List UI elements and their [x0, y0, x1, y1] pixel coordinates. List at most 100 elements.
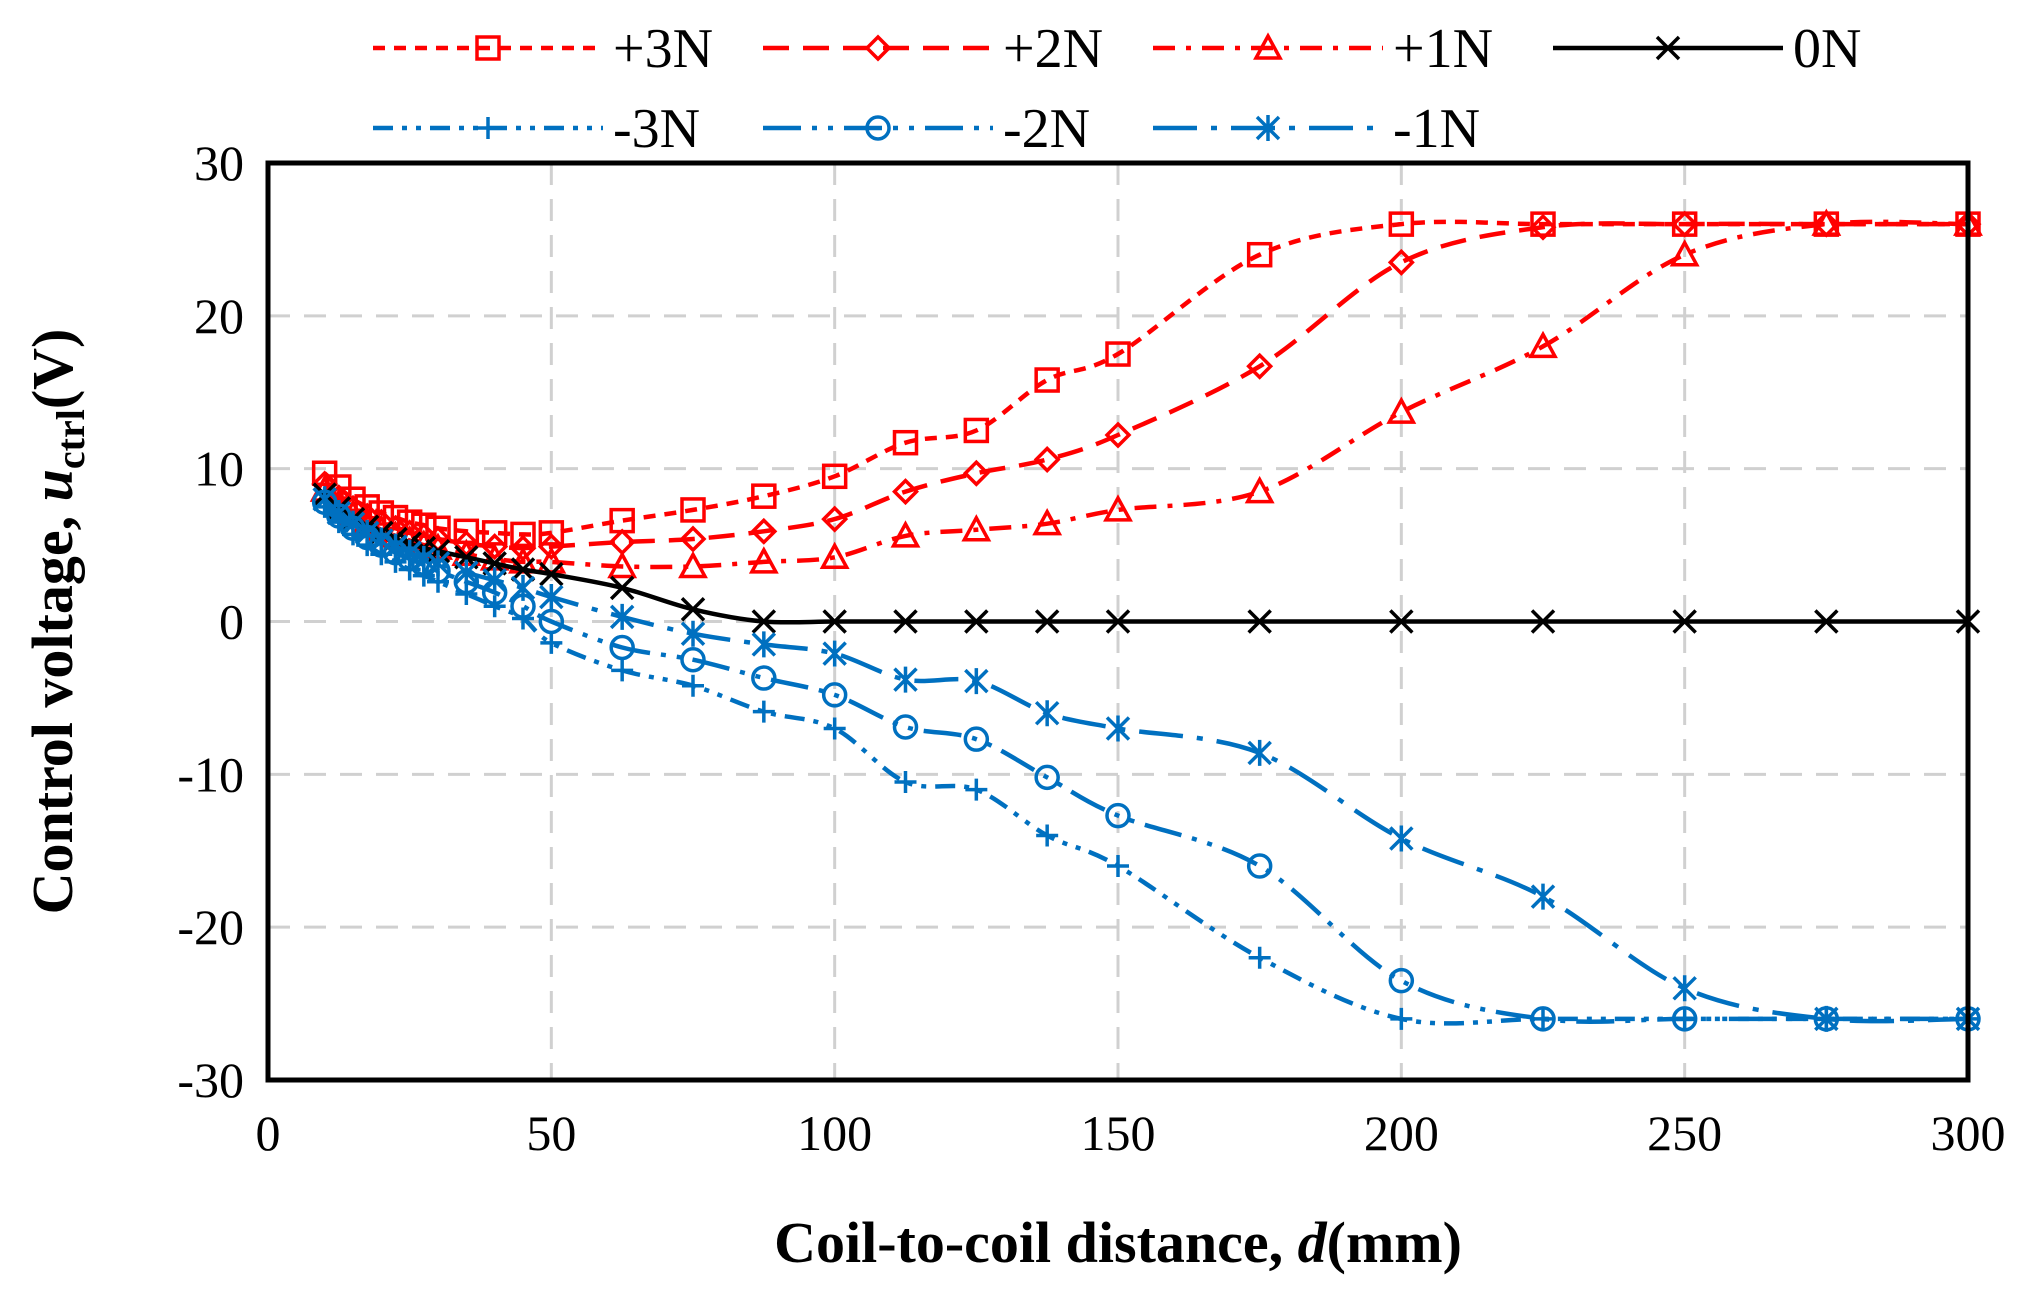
data-point: [892, 478, 919, 506]
x-tick-label: 50: [526, 1105, 576, 1161]
legend-label: +2N: [1003, 18, 1103, 80]
series-line: [323, 500, 1968, 1024]
series-minus1n: [312, 486, 1981, 1032]
data-point: [1669, 239, 1700, 267]
data-point: [397, 539, 422, 566]
data-point: [1529, 213, 1557, 241]
legend-label: +3N: [613, 18, 713, 80]
data-point: [1247, 609, 1272, 634]
data-point: [481, 533, 509, 561]
series-line: [323, 219, 1968, 537]
data-point: [752, 700, 775, 723]
data-point: [1103, 494, 1133, 522]
x-tick-label: 150: [1081, 1105, 1156, 1161]
data-point: [609, 575, 635, 601]
data-point: [354, 519, 380, 546]
plot-frame: [265, 160, 1971, 1083]
data-point: [962, 459, 990, 487]
data-point: [454, 559, 479, 586]
data-point: [1105, 715, 1131, 742]
data-point: [1528, 330, 1558, 359]
data-point: [751, 631, 777, 658]
data-point: [1034, 367, 1060, 393]
data-point: [680, 597, 706, 622]
data-point: [964, 668, 989, 695]
data-point: [821, 682, 848, 708]
legend-marker: [1655, 35, 1681, 61]
data-point: [539, 584, 564, 611]
legend-label: 0N: [1793, 18, 1861, 80]
data-point: [682, 674, 704, 697]
y-tick-label: -10: [177, 746, 244, 802]
data-point: [1105, 802, 1131, 829]
data-point: [509, 534, 537, 562]
y-axis-title: Control voltage, uctrl(V): [20, 329, 93, 915]
data-point: [1530, 1006, 1556, 1032]
data-point: [411, 545, 437, 572]
series-line: [323, 505, 1968, 1026]
legend-item: -3N: [373, 98, 700, 160]
x-axis-title: Coil-to-coil distance, d(mm): [774, 1210, 1462, 1275]
legend-item: +2N: [763, 18, 1103, 80]
data-point: [1530, 211, 1556, 237]
legend-marker: [864, 34, 892, 62]
data-point: [890, 520, 921, 548]
data-point: [893, 609, 918, 634]
data-point: [1390, 1007, 1413, 1030]
x-tick-label: 300: [1931, 1105, 2006, 1161]
data-point: [510, 521, 536, 548]
data-point: [539, 561, 564, 587]
data-point: [1247, 739, 1272, 766]
legend-marker: [865, 115, 891, 141]
legend-item: +1N: [1153, 18, 1493, 80]
data-point: [1389, 825, 1414, 852]
data-point: [1244, 475, 1275, 504]
data-point: [1034, 764, 1060, 791]
data-point: [611, 659, 634, 682]
series-line: [323, 219, 1969, 570]
x-tick-label: 0: [256, 1105, 281, 1161]
data-point: [894, 770, 917, 793]
data-point: [538, 520, 565, 546]
data-point: [680, 497, 706, 523]
data-point: [1814, 609, 1839, 634]
legend: +3N +2N +1N 0N -3N -2N -1N: [373, 18, 1861, 160]
data-point: [607, 550, 638, 579]
data-point: [1671, 210, 1699, 238]
data-point: [893, 666, 918, 693]
y-tick-label: 10: [194, 441, 244, 497]
data-point: [1388, 967, 1415, 994]
legend-label: -1N: [1393, 98, 1480, 160]
data-point: [1246, 853, 1273, 879]
data-point: [963, 726, 990, 752]
data-point: [751, 483, 777, 509]
data-point: [383, 533, 408, 560]
data-point: [1034, 700, 1060, 727]
data-point: [678, 550, 708, 579]
data-point: [1105, 341, 1131, 367]
series-plus3n: [311, 211, 1981, 548]
data-point: [1248, 946, 1271, 969]
data-point: [892, 714, 919, 740]
y-tick-label: -30: [177, 1052, 244, 1108]
data-point: [748, 546, 779, 574]
data-point: [1033, 446, 1061, 473]
data-point: [369, 527, 394, 554]
y-tick-label: 30: [194, 135, 244, 191]
legend-item: -1N: [1153, 98, 1480, 160]
data-point: [821, 463, 848, 490]
data-point: [609, 603, 635, 630]
legend-marker: [1253, 32, 1283, 60]
data-point: [892, 429, 919, 456]
data-point: [751, 609, 777, 634]
data-point: [1105, 609, 1131, 634]
data-point: [483, 595, 506, 618]
x-tick-label: 100: [797, 1105, 872, 1161]
data-point: [1811, 208, 1842, 236]
y-tick-label: -20: [177, 899, 244, 955]
data-point: [961, 514, 992, 542]
data-point: [1388, 211, 1415, 237]
data-point: [1246, 241, 1273, 268]
data-point: [822, 640, 847, 667]
